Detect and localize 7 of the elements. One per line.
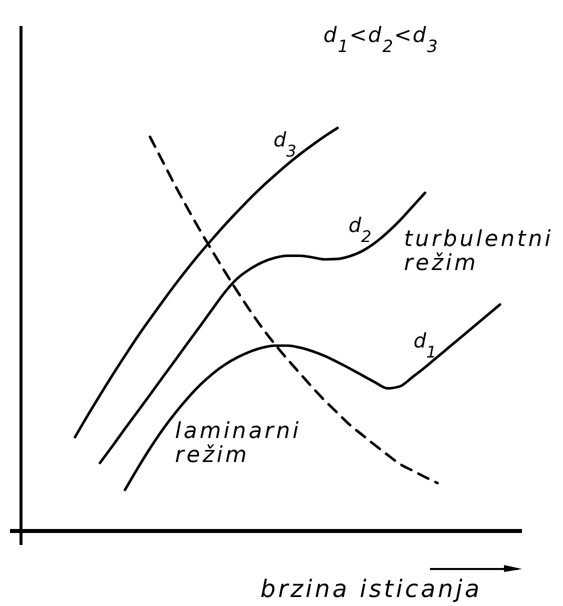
series-label: d$_{2}$ bbox=[348, 212, 372, 246]
annotation: laminarni režim bbox=[175, 419, 302, 468]
text: d$_{1}$<d$_{2}$<d$_{3}$ bbox=[323, 23, 439, 56]
annotation: turbulentni režim bbox=[404, 227, 554, 276]
series-label: d$_{1}$ bbox=[414, 328, 436, 361]
series-label: d$_{3}$ bbox=[274, 127, 296, 160]
x-axis-title: brzina isticanja bbox=[260, 575, 482, 603]
